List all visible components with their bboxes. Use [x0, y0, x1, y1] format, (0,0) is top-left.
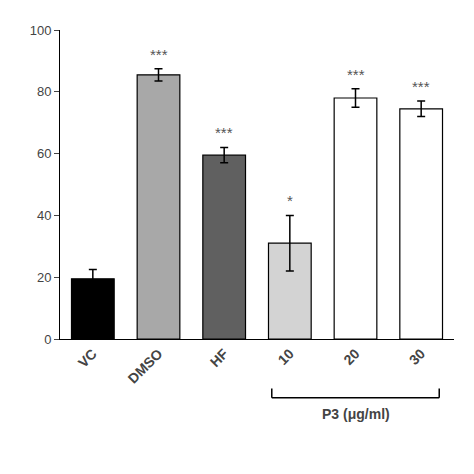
- svg-text:100: 100: [30, 23, 52, 38]
- svg-text:80: 80: [37, 84, 51, 99]
- svg-text:P3 (μg/ml): P3 (μg/ml): [322, 406, 390, 422]
- svg-text:40: 40: [37, 208, 51, 223]
- svg-text:***: ***: [412, 78, 430, 95]
- svg-text:20: 20: [37, 270, 51, 285]
- svg-text:VC: VC: [75, 346, 100, 371]
- svg-text:20: 20: [340, 345, 362, 367]
- svg-text:***: ***: [347, 66, 365, 83]
- svg-text:30: 30: [406, 345, 428, 367]
- svg-text:DMSO: DMSO: [125, 345, 166, 386]
- svg-text:***: ***: [215, 124, 233, 141]
- svg-text:***: ***: [150, 46, 168, 63]
- svg-text:*: *: [287, 192, 293, 209]
- svg-text:60: 60: [37, 146, 51, 161]
- svg-text:HF: HF: [207, 345, 232, 370]
- svg-text:10: 10: [275, 345, 297, 367]
- svg-text:0: 0: [44, 332, 51, 347]
